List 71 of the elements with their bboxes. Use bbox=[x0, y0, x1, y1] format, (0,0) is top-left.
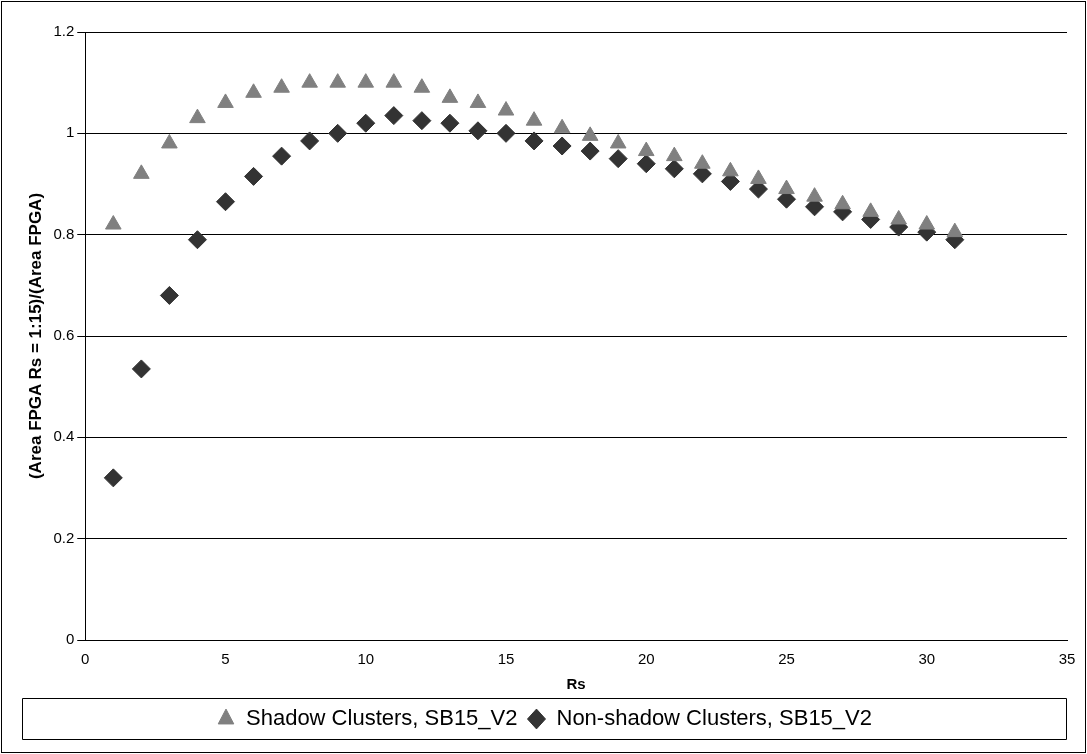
point bbox=[778, 179, 795, 195]
point bbox=[105, 215, 122, 230]
y-tick-label: 0.4 bbox=[53, 427, 75, 445]
point bbox=[664, 159, 684, 179]
point bbox=[918, 215, 936, 230]
point bbox=[666, 146, 683, 162]
y-tick-label: 1 bbox=[65, 123, 75, 141]
point bbox=[329, 73, 346, 88]
point bbox=[159, 285, 179, 305]
point bbox=[301, 73, 318, 88]
point bbox=[552, 136, 572, 156]
point bbox=[496, 123, 516, 143]
x-tick-label: 30 bbox=[918, 650, 936, 668]
point bbox=[524, 131, 544, 151]
point bbox=[468, 121, 488, 141]
point bbox=[580, 141, 600, 161]
x-tick-label: 20 bbox=[637, 650, 655, 668]
point bbox=[441, 88, 459, 103]
x-tick-label: 35 bbox=[1058, 650, 1076, 668]
point bbox=[413, 78, 431, 93]
point bbox=[440, 113, 460, 133]
point bbox=[244, 166, 264, 186]
x-tick-label: 10 bbox=[357, 650, 375, 668]
y-axis-title: (Area FPGA Rs = 1:15)/(Area FPGA) bbox=[25, 192, 45, 480]
point bbox=[525, 111, 543, 126]
y-tick-label: 1.2 bbox=[53, 22, 75, 40]
point bbox=[217, 93, 234, 108]
point bbox=[187, 230, 207, 250]
point bbox=[189, 108, 206, 124]
point bbox=[384, 106, 404, 126]
point bbox=[694, 154, 711, 169]
point bbox=[161, 133, 178, 149]
point bbox=[553, 118, 571, 134]
point bbox=[412, 111, 432, 131]
point bbox=[609, 133, 627, 149]
point bbox=[946, 222, 964, 238]
point bbox=[133, 164, 150, 179]
point bbox=[581, 126, 599, 141]
y-tick-label: 0.6 bbox=[53, 326, 75, 344]
x-tick-label: 25 bbox=[778, 650, 795, 668]
point bbox=[722, 161, 739, 177]
point bbox=[637, 141, 655, 157]
point bbox=[750, 169, 767, 184]
point bbox=[357, 73, 375, 88]
x-tick-label: 5 bbox=[221, 650, 230, 668]
y-tick-label: 0.2 bbox=[53, 528, 75, 546]
legend-label: Non-shadow Clusters, SB15_V2 bbox=[556, 705, 872, 731]
point bbox=[216, 192, 235, 212]
point bbox=[497, 101, 515, 116]
point bbox=[356, 113, 376, 133]
point bbox=[103, 468, 123, 488]
point bbox=[834, 194, 851, 210]
point bbox=[131, 359, 151, 379]
y-tick-label: 0 bbox=[65, 630, 75, 648]
x-axis-title: Rs bbox=[566, 675, 586, 693]
point bbox=[862, 202, 879, 217]
point bbox=[806, 187, 823, 202]
point bbox=[890, 209, 907, 225]
point bbox=[328, 123, 348, 143]
point bbox=[245, 83, 262, 98]
point bbox=[272, 146, 292, 166]
x-tick-label: 0 bbox=[81, 650, 90, 668]
point bbox=[385, 73, 403, 88]
point bbox=[636, 154, 656, 174]
legend-label: Shadow Clusters, SB15_V2 bbox=[246, 705, 518, 731]
x-tick-label: 15 bbox=[497, 650, 515, 668]
point bbox=[300, 131, 320, 151]
point bbox=[608, 149, 628, 169]
y-tick-label: 0.8 bbox=[53, 224, 75, 242]
point bbox=[469, 93, 487, 108]
point bbox=[273, 78, 290, 93]
